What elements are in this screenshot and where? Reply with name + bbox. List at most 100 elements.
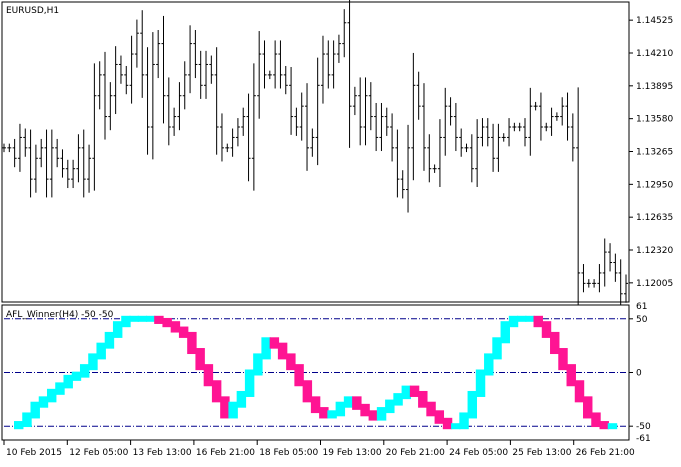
price-bar [453,102,458,152]
indicator-bar-up [335,401,346,417]
indicator-bar-up [14,421,24,430]
indicator-bar-down [203,364,214,387]
price-bar [427,134,432,183]
time-label: 19 Feb 13:00 [323,448,382,458]
price-axis: 1.14525 1.14210 1.13895 1.13580 1.13265 1.129… [629,16,673,289]
price-label: 1.12950 [636,180,673,190]
price-bar [538,92,543,141]
price-bar [118,55,123,84]
price-bar [71,159,76,189]
indicator-bar-down [211,380,222,403]
indicator-bar-down [533,315,543,328]
price-bar [299,92,304,141]
indicator-scale-label: 61 [636,302,647,312]
price-bar [448,97,453,126]
price-bar [320,35,325,104]
price-bar [182,61,187,110]
indicator-bar-up [244,369,255,397]
indicator-bar-down [286,353,296,371]
indicator-bar-down [583,396,593,419]
indicator-bar-up [451,423,461,430]
price-bar [305,83,310,171]
indicator-bar-up [96,342,106,360]
price-bar [267,70,272,80]
indicator-bar-down [368,410,379,421]
price-bar [384,107,389,136]
indicator-scale-label: 0 [636,369,642,379]
indicator-bar-down [434,410,445,424]
price-bar [613,253,618,282]
indicator-bar-up [484,353,494,376]
time-label: 12 Feb 05:00 [69,448,128,458]
price-bar [315,57,320,166]
time-label: 16 Feb 21:00 [196,448,255,458]
price-bar [443,87,448,156]
price-label: 1.13895 [636,82,673,92]
indicator-bar-up [376,407,387,421]
price-bar [113,46,118,115]
price-bar [560,97,565,126]
indicator-bar-up [63,374,73,389]
price-bar [310,128,315,157]
price-label: 1.12005 [636,279,673,289]
price-bar [7,143,12,153]
indicator-bar-up [607,423,618,430]
price-bar [55,138,60,168]
price-bar [92,63,97,191]
price-bar [395,129,400,198]
price-bar [331,40,336,89]
price-bar [204,50,209,99]
time-label: 18 Feb 05:00 [259,448,318,458]
price-bar [522,118,527,147]
indicator-bar-down [566,364,576,387]
indicator-bar-down [220,396,230,419]
price-bar [219,113,224,162]
price-bar [326,40,331,89]
price-bar [581,264,586,293]
price-bar [23,128,28,157]
price-bar [336,34,341,63]
price-bar [193,30,198,79]
time-label: 20 Feb 21:00 [386,448,445,458]
price-bar [283,65,288,95]
indicator-bar-up [228,401,238,419]
main-price-panel[interactable]: EURUSD,H1 [1,0,630,334]
price-bar [390,113,395,162]
price-bar [172,107,177,136]
price-bar [480,118,485,147]
price-bar [103,51,108,140]
price-bar [225,143,230,153]
indicator-bar-up [55,382,65,395]
price-bar [246,93,251,182]
indicator-bar-down [442,417,453,430]
price-bar [124,65,129,95]
indicator-panel[interactable]: AFL_Winner(H4) -50 -50 [1,304,630,441]
price-label: 1.12320 [636,246,673,256]
indicator-bar-down [195,348,205,371]
indicator-bar-up [253,353,263,376]
price-bar [379,102,384,152]
price-bar [363,77,368,146]
price-bar [28,129,33,198]
indicator-bar-down [302,380,313,403]
indicator-scale-label: 50 [636,315,648,325]
price-bar [44,129,49,198]
price-label: 1.12635 [636,213,673,223]
price-bar [60,149,65,178]
price-bar [87,144,92,193]
indicator-bar-up [385,399,395,414]
indicator-bar-up [236,390,247,408]
price-bar [421,83,426,171]
indicator-bar-up [401,385,412,400]
indicator-bar-down [574,380,585,403]
indicator-bar-down [269,337,280,349]
price-bar [469,134,474,183]
indicator-title: AFL_Winner(H4) -50 -50 [6,310,114,320]
price-bar [145,47,150,155]
price-bar [432,164,437,173]
indicator-bar-down [170,321,181,333]
indicator-bar-up [104,331,115,349]
price-bar [507,118,512,147]
